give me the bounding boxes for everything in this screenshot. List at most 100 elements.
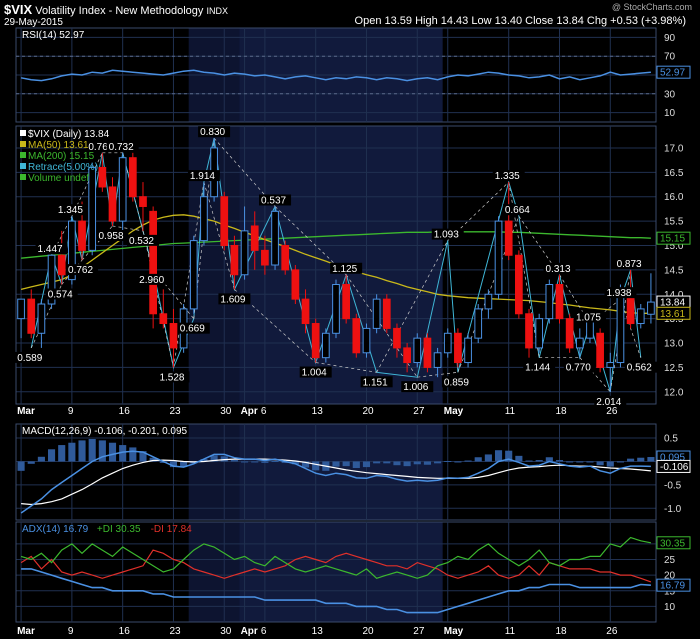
retrace-dotted [274,206,347,276]
retrace-label-bg [106,140,139,152]
price-legend-item: MA(200) 15.15 [28,151,95,162]
x-tick-label: 18 [555,626,567,637]
x-tick-label: 27 [413,406,425,417]
retrace-label-bg [573,311,606,323]
legend-swatch [20,163,26,169]
macd-histogram-bar [616,461,624,463]
candle-body [606,362,615,368]
retrace-dotted [203,181,235,290]
retrace-label-bg [45,288,78,300]
price-last-value-box [656,231,691,245]
retrace-dotted [152,269,195,319]
retrace-label-bg [624,361,657,373]
y-tick-label: 30 [664,89,676,100]
macd-histogram-bar [423,461,431,465]
retrace-label: 0.532 [129,236,154,247]
candle-body [565,318,574,349]
adx-legend-item: -DI 17.84 [151,524,193,535]
candle-body [271,210,279,266]
candle-body [525,313,533,349]
x-tick-label: 16 [119,626,131,637]
macd-histogram-bar [58,445,66,462]
x-tick-label: Apr [241,406,258,417]
legend-swatch [20,152,26,158]
candle-body [47,254,56,305]
x-tick-label: 30 [220,626,232,637]
macd-histogram-bar [413,461,421,465]
macd-histogram-bar [108,442,117,462]
retrace-label: 0.859 [444,377,469,388]
retrace-label: 0.664 [505,205,530,216]
candle-body [342,284,351,320]
macd-histogram-bar [525,460,533,462]
retrace-label: 1.938 [606,288,631,299]
macd-histogram-bar [566,461,574,463]
retrace-label: 0.830 [200,127,225,138]
retrace-label-bg [259,194,292,206]
watermark: @ StockCharts.com [611,2,692,12]
adx-legend-item: ADX(14) 16.79 [22,524,89,535]
retrace-label: 1.528 [159,372,184,383]
x-tick-label: Apr [241,626,258,637]
candle-body [555,284,564,320]
x-tick-label: May [444,626,464,637]
legend-swatch [20,174,26,180]
retrace-label: 1.006 [403,382,428,393]
macd-histogram-bar [210,455,218,462]
shaded-period [188,424,240,520]
y-tick-label: 17.0 [664,143,684,154]
candle-body [108,186,117,222]
shaded-period [239,522,443,622]
macd-histogram-bar [637,457,645,462]
candle-body [261,249,269,266]
macd-histogram-bar [535,460,543,462]
legend-swatch [20,141,26,147]
symbol: $VIX [4,2,33,17]
candle-body [332,284,340,334]
candle-body [57,254,66,276]
retrace-label-bg [187,170,220,182]
macd-histogram-bar [342,461,350,467]
retrace-label: 0.589 [17,353,42,364]
retrace-label-bg [177,322,210,334]
candle-body [433,352,442,368]
retrace-label-bg [492,170,525,182]
retrace-label: 1.125 [332,264,357,275]
candle-body [118,157,127,222]
quote-date: 29-May-2015 [4,17,63,28]
candle-body [139,196,147,207]
macd-last-value-box [656,459,691,473]
macd-histogram-bar [464,460,472,462]
adx-last-value: 16.79 [660,581,685,592]
candle-body [372,298,381,329]
macd-histogram-bar [200,459,208,462]
candle-body [474,308,483,339]
macd-histogram-bar [627,458,635,462]
macd-histogram-bar [230,460,238,462]
macd-histogram-bar [271,460,279,462]
candle-body [27,298,36,334]
candle-body [68,220,76,281]
macd-legend: MACD(12,26,9) -0.106, -0.201, 0.095 [22,426,188,437]
panel-frame [15,125,657,405]
retrace-label-bg [614,257,647,269]
retrace-label: 1.093 [434,230,459,241]
retrace-label-bg [299,366,332,378]
rsi-last-value: 52.97 [660,68,685,79]
retrace-label-bg [502,204,535,216]
exchange: INDX [206,6,228,16]
macd-histogram-bar [88,438,96,462]
retrace-label-bg [401,381,434,393]
candle-body [616,288,625,364]
macd-histogram-bar [596,461,604,466]
retrace-dotted [173,182,205,368]
macd-histogram-bar [545,457,553,462]
candle-body [454,332,462,364]
y-tick-label: 16.0 [664,192,684,203]
macd-histogram-bar [586,461,594,463]
macd-histogram-bar [606,461,614,467]
macd-histogram-bar [169,461,178,468]
retrace-label-bg [35,243,68,255]
x-tick-label: 23 [169,406,181,417]
candle-body [504,220,513,256]
